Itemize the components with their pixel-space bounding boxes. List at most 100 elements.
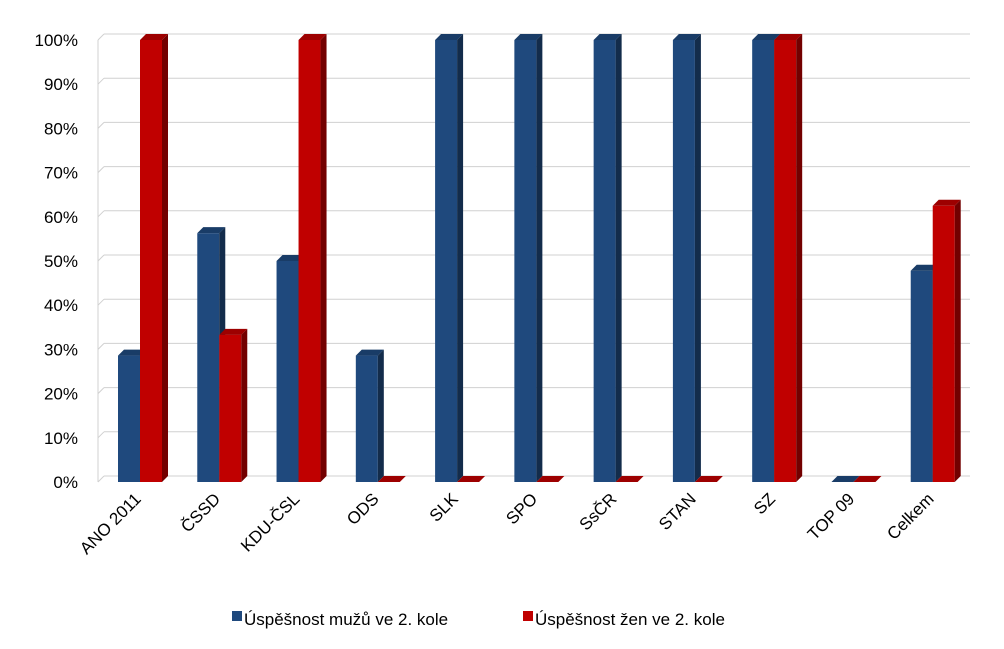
bar-women xyxy=(457,476,486,482)
bar-women xyxy=(536,476,565,482)
bar-top xyxy=(752,34,781,40)
bar-top xyxy=(593,34,622,40)
bar-women xyxy=(298,34,327,482)
bar-men xyxy=(355,349,384,482)
legend-label-men: Úspěšnost mužů ve 2. kole xyxy=(244,610,448,629)
bar-front xyxy=(298,40,321,482)
gridline-depth xyxy=(97,166,105,173)
bar-front xyxy=(932,205,955,482)
bar-top xyxy=(435,34,464,40)
bar-top xyxy=(298,34,327,40)
y-tick-label: 80% xyxy=(44,119,78,138)
bar-side xyxy=(536,34,543,482)
bar-front xyxy=(910,270,933,482)
y-tick-label: 40% xyxy=(44,296,78,315)
gridline-depth xyxy=(97,210,105,218)
bar-front xyxy=(593,40,616,482)
gridline-depth xyxy=(97,33,105,41)
bar-men xyxy=(593,34,622,482)
bar-front xyxy=(219,334,242,482)
bar-top xyxy=(932,199,961,206)
y-tick-label: 10% xyxy=(44,429,78,448)
y-tick-label: 60% xyxy=(44,208,78,227)
bar-front xyxy=(774,40,797,482)
bar-men xyxy=(514,34,543,482)
bar-top xyxy=(536,476,565,482)
gridline-depth xyxy=(97,122,105,129)
gridline-depth xyxy=(97,254,105,262)
bar-front xyxy=(355,355,378,482)
bar-top xyxy=(197,227,226,234)
bar-side xyxy=(241,328,248,482)
bar-side xyxy=(320,34,327,482)
bar-top xyxy=(774,34,803,40)
bar-top xyxy=(219,328,248,335)
bar-front xyxy=(672,40,695,482)
bar-top xyxy=(672,34,701,40)
gridline-depth xyxy=(97,343,105,350)
bar-women xyxy=(694,476,723,482)
bar-women xyxy=(140,34,168,482)
bar-side xyxy=(377,349,384,482)
bar-side xyxy=(162,34,168,482)
gridline-depth xyxy=(97,298,105,306)
bar-women xyxy=(853,476,882,482)
bar-top xyxy=(514,34,543,40)
legend-swatch-women xyxy=(523,611,533,621)
y-tick-label: 0% xyxy=(53,473,78,492)
bar-women xyxy=(377,476,406,482)
bar-side xyxy=(457,34,464,482)
bar-women xyxy=(932,199,961,482)
y-tick-label: 70% xyxy=(44,164,78,183)
bar-side xyxy=(694,34,701,482)
bar-top xyxy=(615,476,644,482)
bar-women xyxy=(774,34,803,482)
y-tick-label: 30% xyxy=(44,340,78,359)
y-tick-label: 100% xyxy=(35,31,78,50)
bar-men xyxy=(672,34,701,482)
bar-top xyxy=(694,476,723,482)
bar-side xyxy=(954,199,961,482)
y-tick-label: 90% xyxy=(44,75,78,94)
bars xyxy=(118,34,961,482)
bar-front xyxy=(118,355,140,482)
x-tick-label: KDU-ČSL xyxy=(237,489,303,555)
legend-label-women: Úspěšnost žen ve 2. kole xyxy=(535,610,725,629)
gridline-depth xyxy=(97,77,105,85)
gridline-depth xyxy=(97,431,105,439)
bar-top xyxy=(140,34,168,40)
bar-front xyxy=(197,233,220,482)
legend-swatch-men xyxy=(232,611,242,621)
bar-front xyxy=(514,40,537,482)
y-axis: 0% 10% 20% 30% 40% 50% 60% 70% 80% 90% 100% xyxy=(35,31,78,492)
bar-women xyxy=(219,328,248,482)
bar-front xyxy=(140,40,162,482)
x-tick-label: TOP 09 xyxy=(804,489,858,543)
bar-top xyxy=(276,255,305,261)
bar-side xyxy=(796,34,803,482)
gridline-depth xyxy=(97,475,105,483)
bar-top xyxy=(910,264,939,271)
bar-front xyxy=(752,40,775,482)
bar-top xyxy=(377,476,406,482)
bar-top xyxy=(355,349,384,356)
x-tick-label: ODS xyxy=(343,489,382,528)
x-tick-label: SLK xyxy=(426,489,463,526)
y-tick-label: 50% xyxy=(44,252,78,271)
bar-men xyxy=(435,34,464,482)
bar-top xyxy=(853,476,882,482)
x-tick-label: SZ xyxy=(750,489,779,518)
bar-front xyxy=(276,261,299,482)
gridline-depth xyxy=(97,387,105,394)
x-tick-label: SPO xyxy=(502,489,541,528)
x-tick-label: ČSSD xyxy=(177,489,224,536)
bar-top xyxy=(457,476,486,482)
bar-women xyxy=(615,476,644,482)
x-tick-label: STAN xyxy=(655,489,700,534)
bar-men xyxy=(831,476,860,482)
x-tick-label: ANO 2011 xyxy=(76,489,145,558)
bar-top xyxy=(118,349,146,356)
bar-side xyxy=(615,34,622,482)
